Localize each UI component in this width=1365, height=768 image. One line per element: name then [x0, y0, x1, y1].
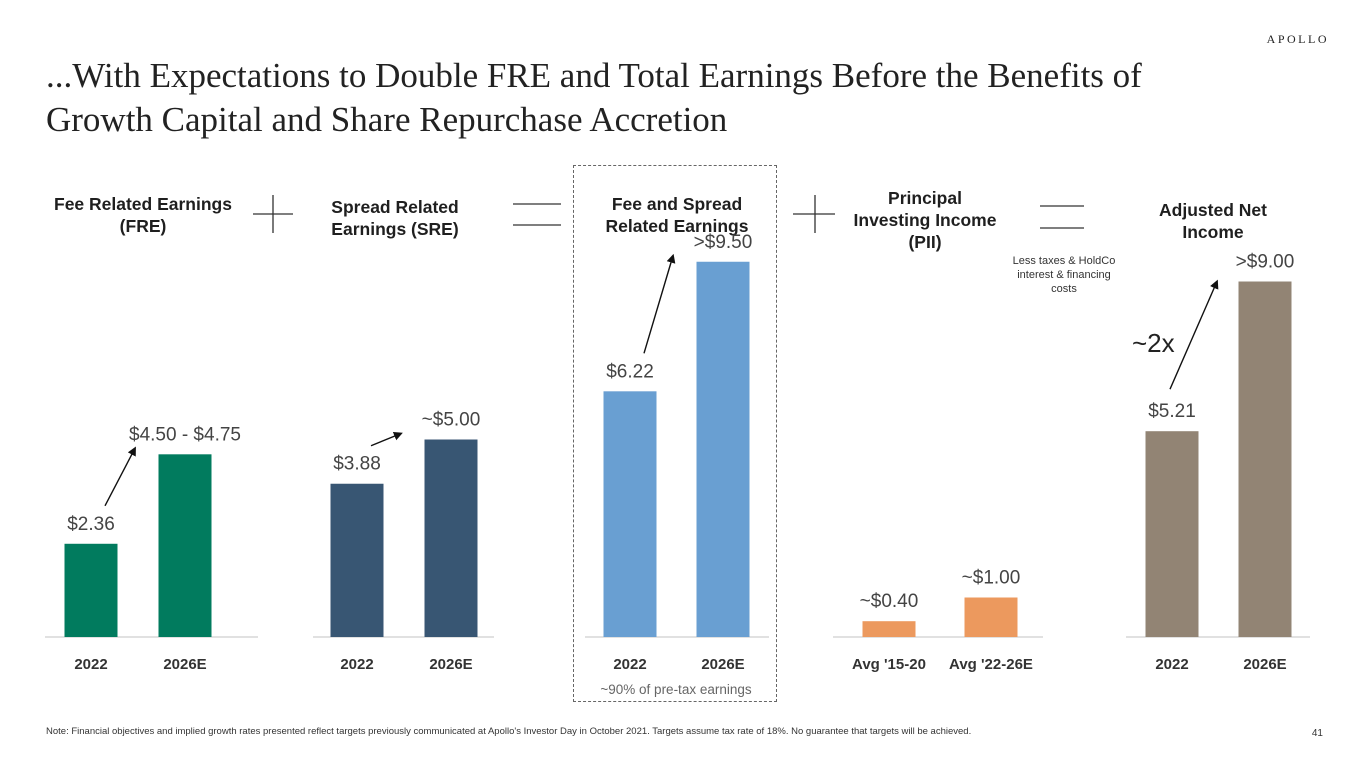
- data-label: >$9.50: [694, 232, 753, 253]
- category-label: 2026E: [163, 656, 206, 673]
- chart-title-fsre: Fee and Spread Related Earnings: [605, 194, 749, 236]
- chart-1: $3.88 2022 ~$5.00 2026E: [313, 410, 494, 673]
- bar: [1238, 281, 1292, 637]
- data-label: $5.21: [1148, 401, 1196, 422]
- category-label: 2026E: [429, 656, 472, 673]
- page-title: ...With Expectations to Double FRE and T…: [46, 56, 1142, 139]
- fsre-highlight-box: [573, 165, 777, 702]
- category-label: Avg '15-20: [852, 656, 926, 673]
- data-label: ~$0.40: [860, 591, 919, 612]
- growth-arrow: [1169, 279, 1219, 390]
- equals-icon: [1040, 205, 1084, 229]
- chart-title-sre: Spread Related Earnings (SRE): [331, 197, 459, 239]
- category-label: 2022: [1155, 656, 1188, 673]
- bar: [64, 543, 118, 637]
- chart-title-pii: Principal Investing Income (PII): [853, 188, 997, 252]
- chart-2: $6.22 2022 >$9.50 2026E: [585, 232, 769, 673]
- bar: [862, 621, 916, 637]
- bar: [158, 454, 212, 637]
- growth-arrow: [104, 446, 136, 507]
- growth-arrow: [370, 431, 403, 447]
- chart-0: $2.36 2022 $4.50 - $4.75 2026E: [45, 424, 258, 673]
- page-number: 41: [1311, 728, 1323, 739]
- bar: [330, 483, 384, 637]
- chart-3: ~$0.40 Avg '15-20 ~$1.00 Avg '22-26E: [833, 568, 1043, 673]
- category-label: Avg '22-26E: [949, 656, 1033, 673]
- chart-title-fre: Fee Related Earnings (FRE): [54, 194, 232, 236]
- plus-icon: [253, 195, 293, 233]
- bar: [603, 391, 657, 637]
- category-label: 2026E: [701, 656, 744, 673]
- data-label: ~$5.00: [422, 410, 481, 431]
- operator-note: Less taxes & HoldCo interest & financing…: [1012, 255, 1116, 295]
- data-label: $6.22: [606, 361, 654, 382]
- category-label: 2022: [613, 656, 646, 673]
- bar: [964, 597, 1018, 637]
- category-label: 2022: [74, 656, 107, 673]
- apollo-logo: APOLLO: [1266, 32, 1329, 46]
- plus-icon: [793, 195, 835, 233]
- category-label: 2022: [340, 656, 373, 673]
- equals-icon: [513, 203, 561, 226]
- fsre-pretax-note: ~90% of pre-tax earnings: [600, 682, 751, 697]
- data-label: $3.88: [333, 454, 381, 475]
- chart-title-adjusted-net-income: Adjusted Net Income: [1159, 200, 1267, 242]
- data-label: >$9.00: [1236, 252, 1295, 273]
- footnote: Note: Financial objectives and implied g…: [46, 726, 972, 737]
- growth-arrow: [643, 253, 676, 354]
- category-label: 2026E: [1243, 656, 1286, 673]
- bar: [1145, 431, 1199, 637]
- bar: [696, 261, 750, 637]
- data-label: $4.50 - $4.75: [129, 424, 241, 445]
- chart-4: $5.21 2022 >$9.00 2026E: [1126, 252, 1310, 673]
- data-label: $2.36: [67, 514, 115, 535]
- data-label: ~$1.00: [962, 568, 1021, 589]
- bar: [424, 439, 478, 637]
- growth-label: ~2x: [1132, 328, 1175, 358]
